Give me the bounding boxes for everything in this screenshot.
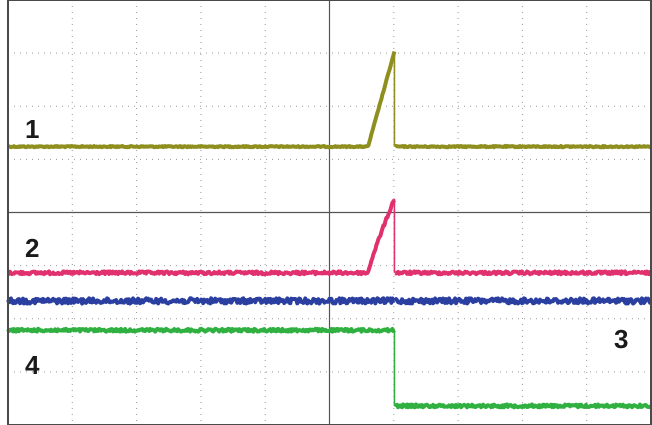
series-2-segment-0 — [7, 198, 397, 277]
series-2-segment-1 — [394, 269, 652, 277]
traces — [6, 51, 652, 410]
series-3-segment-1 — [393, 296, 652, 306]
plot-border — [7, 0, 652, 425]
channel-label-1: 1 — [25, 114, 39, 144]
series-4-segment-0 — [6, 326, 396, 334]
series-4 — [6, 326, 652, 410]
series-1-segment-0 — [7, 51, 397, 150]
series-1 — [7, 51, 652, 150]
series-1-segment-1 — [393, 144, 652, 150]
channel-label-2: 2 — [25, 233, 39, 263]
channel-label-3: 3 — [614, 324, 628, 354]
series-3 — [6, 296, 652, 306]
series-4-segment-1 — [393, 402, 652, 410]
series-2 — [7, 198, 652, 277]
channel-label-4: 4 — [25, 350, 40, 380]
series-3-segment-0 — [6, 296, 396, 306]
